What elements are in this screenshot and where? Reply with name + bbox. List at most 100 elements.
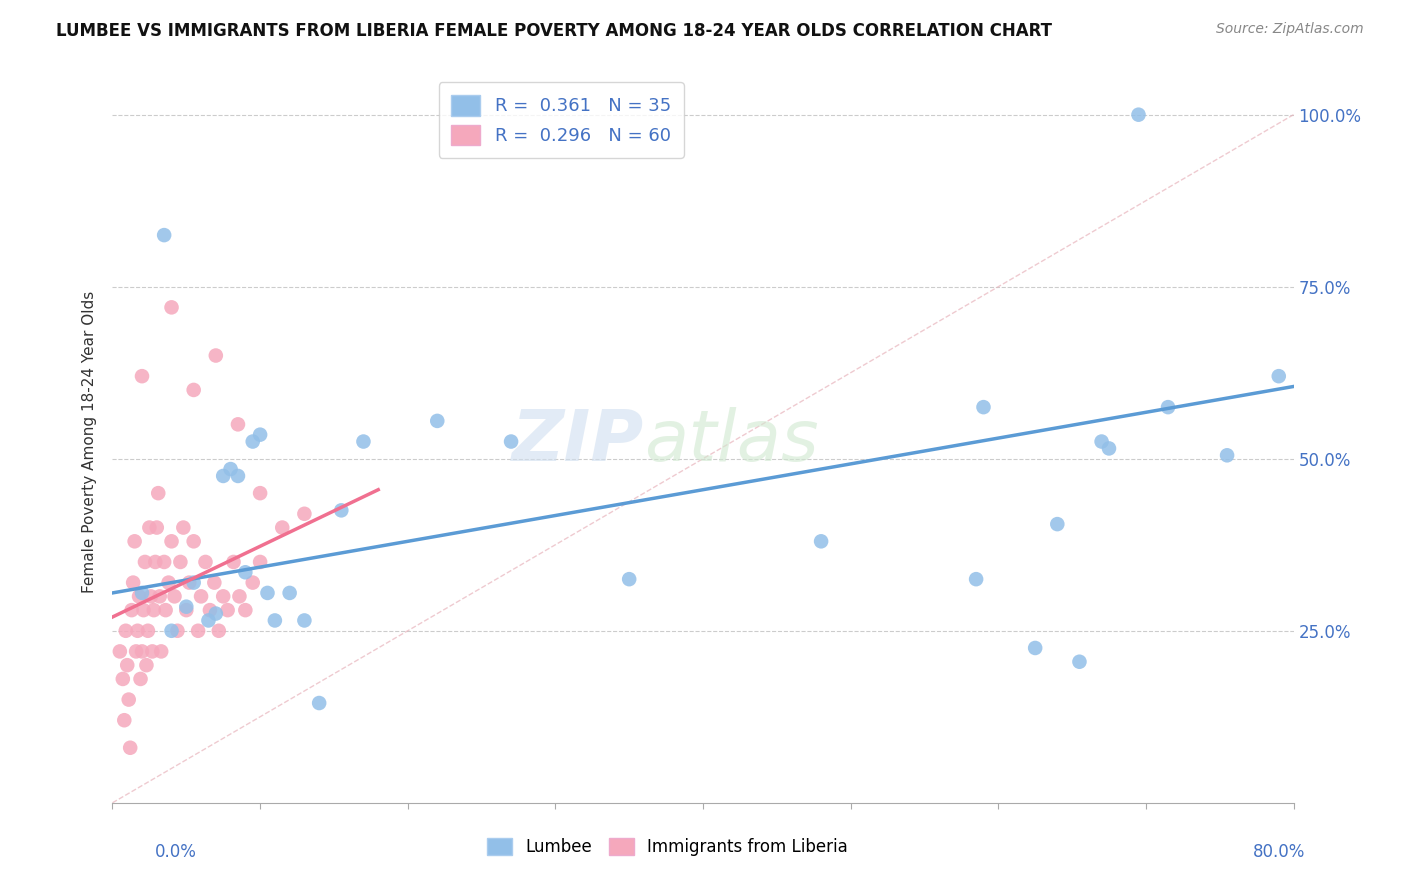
Point <box>129 672 152 686</box>
Point <box>131 586 153 600</box>
Text: LUMBEE VS IMMIGRANTS FROM LIBERIA FEMALE POVERTY AMONG 18-24 YEAR OLDS CORRELATI: LUMBEE VS IMMIGRANTS FROM LIBERIA FEMALE… <box>56 22 1052 40</box>
Point <box>146 520 169 534</box>
Point <box>169 555 191 569</box>
Point <box>226 417 249 432</box>
Legend: Lumbee, Immigrants from Liberia: Lumbee, Immigrants from Liberia <box>481 831 855 863</box>
Point <box>132 603 155 617</box>
Point <box>208 624 231 638</box>
Point <box>219 462 242 476</box>
Point <box>256 586 278 600</box>
Point <box>131 644 153 658</box>
Point <box>135 658 157 673</box>
Point <box>249 486 271 500</box>
Point <box>142 603 165 617</box>
Point <box>264 614 287 628</box>
Point <box>228 590 250 604</box>
Point <box>172 520 194 534</box>
Point <box>308 696 330 710</box>
Point <box>292 507 315 521</box>
Point <box>155 603 177 617</box>
Point <box>141 644 163 658</box>
Point <box>108 644 131 658</box>
Point <box>965 572 987 586</box>
Point <box>114 624 136 638</box>
Point <box>121 603 143 617</box>
Point <box>174 603 197 617</box>
Point <box>1091 434 1114 449</box>
Point <box>166 624 188 638</box>
Point <box>212 469 235 483</box>
Text: 80.0%: 80.0% <box>1253 843 1306 861</box>
Point <box>205 349 228 363</box>
Text: Source: ZipAtlas.com: Source: ZipAtlas.com <box>1216 22 1364 37</box>
Point <box>501 434 523 449</box>
Point <box>1046 517 1069 532</box>
Point <box>183 534 205 549</box>
Point <box>212 590 235 604</box>
Point <box>136 624 159 638</box>
Point <box>249 427 271 442</box>
Point <box>1157 400 1180 414</box>
Point <box>163 590 186 604</box>
Point <box>194 555 217 569</box>
Point <box>1216 448 1239 462</box>
Point <box>973 400 995 414</box>
Point <box>619 572 641 586</box>
Point <box>249 555 271 569</box>
Point <box>157 575 180 590</box>
Point <box>183 383 205 397</box>
Point <box>1098 442 1121 456</box>
Point <box>179 575 201 590</box>
Point <box>233 566 256 580</box>
Point <box>222 555 245 569</box>
Point <box>139 590 162 604</box>
Point <box>111 672 134 686</box>
Text: ZIP: ZIP <box>512 407 644 476</box>
Point <box>242 434 264 449</box>
Point <box>271 520 294 534</box>
Point <box>810 534 832 549</box>
Point <box>150 644 173 658</box>
Point <box>153 555 176 569</box>
Point <box>160 301 183 315</box>
Point <box>112 713 135 727</box>
Point <box>1128 108 1150 122</box>
Y-axis label: Female Poverty Among 18-24 Year Olds: Female Poverty Among 18-24 Year Olds <box>82 291 97 592</box>
Point <box>120 740 142 755</box>
Point <box>1268 369 1291 384</box>
Point <box>233 603 256 617</box>
Point <box>190 590 212 604</box>
Point <box>1069 655 1091 669</box>
Point <box>352 434 374 449</box>
Point <box>124 534 146 549</box>
Point <box>183 575 205 590</box>
Point <box>197 614 219 628</box>
Point <box>226 469 249 483</box>
Point <box>330 503 353 517</box>
Point <box>138 520 160 534</box>
Point <box>217 603 239 617</box>
Point <box>127 624 149 638</box>
Point <box>122 575 145 590</box>
Point <box>160 624 183 638</box>
Point <box>148 486 170 500</box>
Point <box>117 658 138 673</box>
Point <box>153 228 176 243</box>
Point <box>174 599 197 614</box>
Point <box>160 534 183 549</box>
Text: 0.0%: 0.0% <box>155 843 197 861</box>
Point <box>134 555 156 569</box>
Text: atlas: atlas <box>644 407 818 476</box>
Point <box>143 555 166 569</box>
Point <box>187 624 209 638</box>
Point <box>198 603 221 617</box>
Point <box>118 692 141 706</box>
Point <box>292 614 315 628</box>
Point <box>1024 640 1046 655</box>
Point <box>149 590 172 604</box>
Point <box>278 586 301 600</box>
Point <box>131 369 153 384</box>
Point <box>125 644 148 658</box>
Point <box>242 575 264 590</box>
Point <box>202 575 225 590</box>
